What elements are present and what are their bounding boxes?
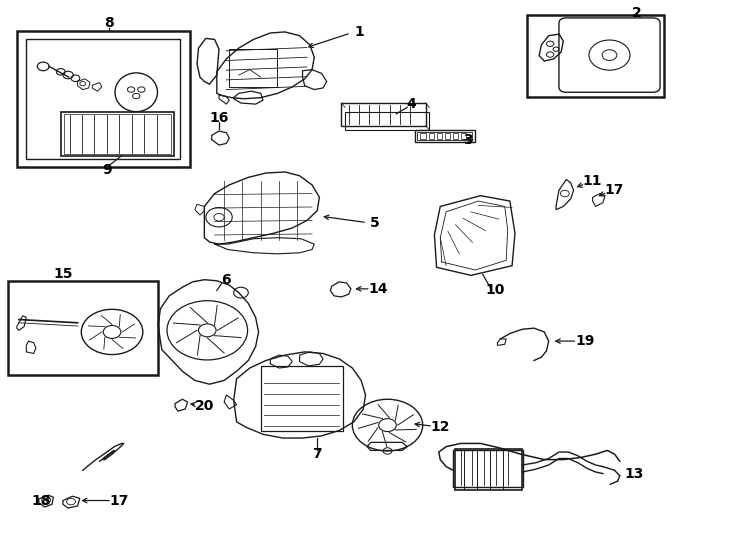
Bar: [461, 133, 466, 139]
Bar: [261, 366, 343, 430]
Text: 17: 17: [109, 494, 129, 508]
Bar: [341, 103, 426, 126]
Text: 1: 1: [355, 25, 365, 39]
Bar: [445, 133, 450, 139]
Bar: [65, 114, 171, 154]
Text: 14: 14: [368, 282, 388, 296]
Bar: [417, 132, 473, 140]
Text: 16: 16: [209, 111, 229, 125]
Text: 19: 19: [575, 334, 595, 348]
Text: 4: 4: [406, 97, 416, 111]
Text: 8: 8: [104, 16, 114, 30]
Bar: [26, 39, 180, 159]
Text: 20: 20: [195, 399, 214, 413]
Text: 12: 12: [431, 420, 450, 434]
Text: 13: 13: [625, 467, 644, 481]
Bar: [421, 133, 426, 139]
Text: 10: 10: [485, 284, 505, 298]
Text: 3: 3: [463, 133, 473, 147]
Bar: [437, 133, 442, 139]
Bar: [415, 130, 475, 142]
Bar: [229, 49, 277, 87]
Bar: [345, 112, 429, 130]
Text: 18: 18: [32, 494, 51, 508]
Text: 6: 6: [222, 273, 231, 287]
Bar: [429, 133, 434, 139]
Text: 9: 9: [102, 164, 112, 177]
Text: 15: 15: [54, 267, 73, 281]
Text: 17: 17: [605, 183, 625, 197]
Bar: [455, 449, 523, 490]
Text: 7: 7: [313, 447, 322, 461]
Bar: [454, 450, 523, 487]
Text: 11: 11: [583, 174, 603, 188]
Text: 2: 2: [632, 5, 642, 19]
Bar: [17, 31, 190, 166]
Bar: [453, 133, 458, 139]
Text: 5: 5: [369, 215, 379, 230]
Bar: [8, 281, 159, 375]
Bar: [61, 112, 174, 156]
Bar: [527, 15, 664, 97]
